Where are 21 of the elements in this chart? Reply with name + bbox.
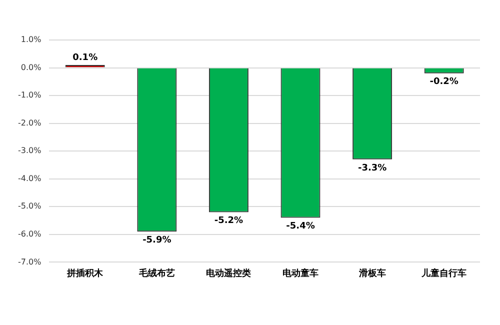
x-tick-label: 毛绒布艺 bbox=[138, 268, 175, 279]
y-tick-label: -7.0% bbox=[18, 257, 42, 266]
x-tick-label: 儿童自行车 bbox=[420, 268, 467, 279]
y-tick-label: -3.0% bbox=[18, 146, 42, 156]
data-label: -5.4% bbox=[286, 222, 315, 232]
data-label: -5.9% bbox=[142, 235, 172, 246]
y-tick-label: -4.0% bbox=[18, 174, 42, 183]
data-label: 0.1% bbox=[72, 52, 98, 63]
y-tick-label: -6.0% bbox=[18, 230, 42, 239]
data-label: -0.2% bbox=[430, 77, 458, 88]
x-tick-label: 电动遥控类 bbox=[206, 268, 252, 279]
x-tick-label: 电动童车 bbox=[282, 268, 319, 279]
y-tick-label: -5.0% bbox=[18, 202, 42, 211]
data-label: -5.2% bbox=[214, 216, 244, 226]
y-tick-label: 0.0% bbox=[20, 62, 42, 72]
data-label: -3.3% bbox=[358, 163, 387, 174]
x-tick-label: 拼插积木 bbox=[66, 268, 104, 279]
y-tick-label: 1.0% bbox=[20, 35, 42, 44]
y-tick-label: -2.0% bbox=[18, 118, 42, 128]
y-tick-label: -1.0% bbox=[18, 90, 42, 100]
x-tick-label: 滑板车 bbox=[358, 268, 386, 279]
